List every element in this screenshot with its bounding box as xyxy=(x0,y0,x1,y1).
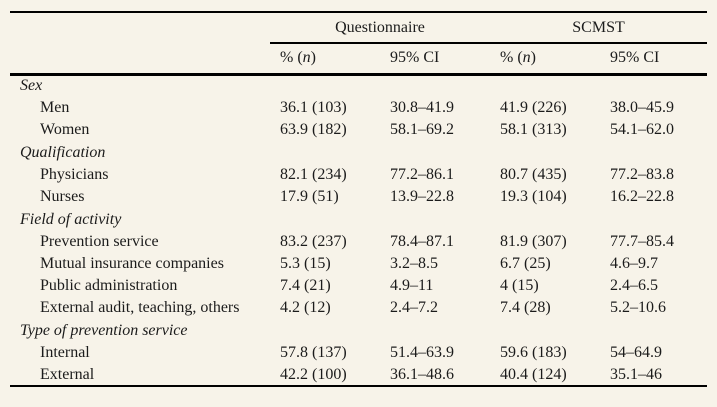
section-label: Field of activity xyxy=(20,210,122,228)
column-group-header-row: Questionnaire SCMST xyxy=(10,12,707,44)
table-row: External 42.2 (100) 36.1–48.6 40.4 (124) 35.… xyxy=(10,364,707,386)
cell-value: 59.6 (183) xyxy=(500,344,567,361)
cell-value: 4.9–11 xyxy=(390,277,434,294)
cell-value: 40.4 (124) xyxy=(500,365,567,383)
column-group-questionnaire: Questionnaire xyxy=(270,12,490,44)
cell-value: 19.3 (104) xyxy=(500,188,567,205)
table-row: Nurses 17.9 (51) 13.9–22.8 19.3 (104) 16.2–2… xyxy=(10,186,707,208)
paper-page: Questionnaire SCMST % (n) 95% CI % (n) 9… xyxy=(10,11,707,387)
descriptive-statistics-table: Questionnaire SCMST % (n) 95% CI % (n) 9… xyxy=(10,11,707,387)
row-label: Internal xyxy=(40,344,90,361)
cell-value: 78.4–87.1 xyxy=(390,233,454,250)
table-row: External audit, teaching, others 4.2 (12)… xyxy=(10,297,707,319)
cell-value: 77.2–86.1 xyxy=(390,166,454,183)
section-label: Sex xyxy=(20,77,43,95)
cell-value: 35.1–46 xyxy=(610,365,662,383)
cell-value: 82.1 (234) xyxy=(280,166,347,183)
cell-value: 4.6–9.7 xyxy=(610,255,658,272)
cell-value: 3.2–8.5 xyxy=(390,255,438,272)
cell-value: 81.9 (307) xyxy=(500,233,567,250)
row-label: Men xyxy=(40,99,70,116)
cell-value: 7.4 (21) xyxy=(280,277,331,294)
row-label: External audit, teaching, others xyxy=(40,299,240,316)
table-row: Prevention service 83.2 (237) 78.4–87.1 81.… xyxy=(10,231,707,253)
column-group-scmst: SCMST xyxy=(490,12,707,44)
cell-value: 6.7 (25) xyxy=(500,255,551,272)
cell-value: 80.7 (435) xyxy=(500,166,567,183)
cell-value: 41.9 (226) xyxy=(500,99,567,116)
cell-value: 42.2 (100) xyxy=(280,365,347,383)
row-label: External xyxy=(40,365,95,383)
subheader-questionnaire-pct-n: % (n) xyxy=(270,43,380,76)
cell-value: 77.2–83.8 xyxy=(610,166,674,183)
section-row: Qualification xyxy=(10,141,707,164)
cell-value: 16.2–22.8 xyxy=(610,188,674,205)
empty-corner-cell xyxy=(10,12,270,43)
cell-value: 4 (15) xyxy=(500,277,539,294)
cell-value: 57.8 (137) xyxy=(280,344,347,361)
row-label: Physicians xyxy=(40,166,109,183)
row-label: Nurses xyxy=(40,188,85,205)
cell-value: 5.2–10.6 xyxy=(610,299,666,316)
cell-value: 17.9 (51) xyxy=(280,188,339,205)
cell-value: 13.9–22.8 xyxy=(390,188,454,205)
subheader-scmst-ci: 95% CI xyxy=(600,43,707,76)
cell-value: 36.1 (103) xyxy=(280,99,347,116)
cell-value: 63.9 (182) xyxy=(280,121,347,138)
cell-value: 5.3 (15) xyxy=(280,255,331,272)
section-label: Qualification xyxy=(20,143,106,161)
table-row: Women 63.9 (182) 58.1–69.2 58.1 (313) 54.1–6… xyxy=(10,119,707,141)
cell-value: 2.4–6.5 xyxy=(610,277,658,294)
cell-value: 51.4–63.9 xyxy=(390,344,454,361)
cell-value: 4.2 (12) xyxy=(280,299,331,316)
table-row: Men 36.1 (103) 30.8–41.9 41.9 (226) 38.0–45.… xyxy=(10,97,707,119)
cell-value: 54.1–62.0 xyxy=(610,121,674,138)
section-label: Type of prevention service xyxy=(20,321,188,339)
row-label: Women xyxy=(40,121,90,138)
cell-value: 58.1–69.2 xyxy=(390,121,454,138)
table-row: Internal 57.8 (137) 51.4–63.9 59.6 (183) 54–… xyxy=(10,342,707,364)
table-row: Public administration 7.4 (21) 4.9–11 4 (15… xyxy=(10,275,707,297)
row-label: Mutual insurance companies xyxy=(40,255,224,272)
cell-value: 54–64.9 xyxy=(610,344,662,361)
section-row: Sex xyxy=(10,74,707,97)
subheader-row: % (n) 95% CI % (n) 95% CI xyxy=(10,43,707,76)
row-label: Public administration xyxy=(40,277,178,294)
section-row: Field of activity xyxy=(10,208,707,231)
table-row: Physicians 82.1 (234) 77.2–86.1 80.7 (435) 7… xyxy=(10,164,707,186)
cell-value: 30.8–41.9 xyxy=(390,99,454,116)
table-row: Mutual insurance companies 5.3 (15) 3.2–8.… xyxy=(10,253,707,275)
row-label: Prevention service xyxy=(40,233,159,250)
cell-value: 58.1 (313) xyxy=(500,121,567,138)
section-row: Type of prevention service xyxy=(10,319,707,342)
table-body: Sex Men 36.1 (103) 30.8–41.9 41.9 (226) 38.0–… xyxy=(10,74,707,386)
cell-value: 7.4 (28) xyxy=(500,299,551,316)
cell-value: 83.2 (237) xyxy=(280,233,347,250)
cell-value: 38.0–45.9 xyxy=(610,99,674,116)
cell-value: 77.7–85.4 xyxy=(610,233,674,250)
cell-value: 2.4–7.2 xyxy=(390,299,438,316)
cell-value: 36.1–48.6 xyxy=(390,365,454,383)
subheader-scmst-pct-n: % (n) xyxy=(490,43,600,76)
subheader-questionnaire-ci: 95% CI xyxy=(380,43,490,76)
empty-label-cell xyxy=(10,43,270,76)
